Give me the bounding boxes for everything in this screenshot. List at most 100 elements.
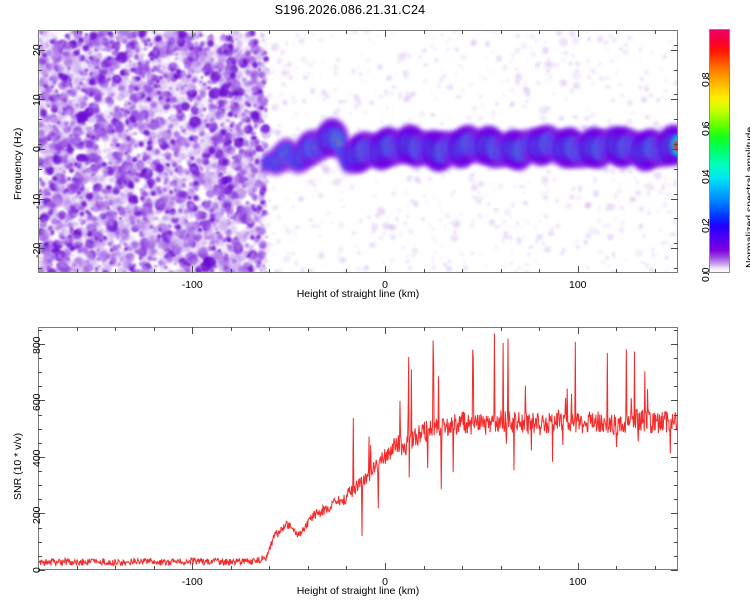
spectrogram-noise-pixel <box>123 75 127 78</box>
spectrogram-noise-pixel <box>141 122 147 128</box>
spectrogram-noise-pixel <box>87 230 94 237</box>
spectrogram-noise-pixel <box>186 132 190 136</box>
spectrogram-noise-pixel <box>162 159 165 162</box>
spectrogram-noise-pixel <box>54 35 59 40</box>
spectrogram-noise-pixel <box>201 60 205 64</box>
spectrogram-noise-pixel <box>184 137 192 145</box>
spectrogram-noise-pixel <box>194 177 198 180</box>
spectrogram-noise-pixel <box>81 59 87 65</box>
spectrogram-noise-pixel <box>85 88 91 94</box>
spectrogram-noise-pixel <box>52 207 57 211</box>
spectrogram-noise-pixel <box>112 137 119 144</box>
spectrogram-noise-pixel <box>262 264 265 267</box>
spectrogram-noise-pixel <box>170 91 174 95</box>
spectrogram-noise-pixel <box>259 268 263 272</box>
spectrogram-noise-pixel <box>164 250 168 255</box>
spectrogram-noise-pixel <box>90 206 95 211</box>
spectrogram-noise-pixel <box>132 181 137 186</box>
spectrogram-noise-pixel <box>161 40 165 44</box>
spectrogram-noise-pixel <box>129 90 134 94</box>
spectrogram-noise-pixel <box>71 82 75 86</box>
spectrogram-noise-pixel <box>259 194 264 199</box>
spectrogram-noise-pixel <box>187 211 191 216</box>
spectrogram-noise-pixel <box>130 101 136 108</box>
spectrogram-noise-pixel <box>50 75 58 83</box>
spectrogram-noise-pixel <box>163 240 175 253</box>
spectrogram-noise-pixel <box>213 250 224 260</box>
spectrogram-noise-pixel <box>166 215 175 224</box>
spectrogram-noise-pixel <box>107 31 113 37</box>
spectrogram-noise-pixel <box>242 194 246 197</box>
spectrogram-noise-pixel <box>199 141 204 146</box>
spectrogram-noise-pixel <box>214 240 218 244</box>
spectrogram-noise-pixel <box>257 243 263 249</box>
spectrogram-noise-pixel <box>260 129 271 139</box>
spectrogram-noise-pixel <box>101 213 106 218</box>
spectrogram-noise-pixel <box>245 202 249 207</box>
spectrogram-noise-pixel <box>101 92 105 96</box>
spectrogram-noise-pixel <box>186 66 192 72</box>
spectrogram-noise-pixel <box>254 67 258 71</box>
spectrogram-noise-pixel <box>253 162 257 167</box>
spectrogram-noise-pixel <box>218 231 223 236</box>
spectrogram-noise-pixel <box>252 197 257 201</box>
spectrogram-noise-pixel <box>92 55 98 60</box>
spectrogram-noise-pixel <box>244 269 249 272</box>
spectrogram-noise-pixel <box>216 48 221 53</box>
spectrogram-noise-pixel <box>233 147 237 151</box>
spectrogram-noise-pixel <box>64 161 73 170</box>
spectrogram-noise-pixel <box>82 191 86 195</box>
spectrogram-noise-pixel <box>222 170 226 175</box>
spectrogram-noise-pixel <box>62 50 73 61</box>
spectrogram-noise-pixel <box>166 163 170 167</box>
spectrogram-noise-pixel <box>67 221 74 229</box>
spectrogram-noise-pixel <box>231 226 235 230</box>
spectrogram-noise-pixel <box>176 259 179 262</box>
spectrogram-noise-pixel <box>257 60 263 66</box>
spectrogram-noise-pixel <box>96 155 101 160</box>
spectrogram-noise-pixel <box>169 87 172 90</box>
spectrogram-noise-pixel <box>204 102 209 106</box>
spectrogram-noise-pixel <box>225 207 234 216</box>
spectrogram-noise-pixel <box>168 232 175 239</box>
spectrogram-noise-pixel <box>157 135 161 138</box>
spectrogram-noise-pixel <box>182 252 186 256</box>
spectrogram-noise-pixel <box>208 253 214 260</box>
spectrogram-noise-pixel <box>196 234 203 240</box>
spectrogram-noise-pixel <box>158 209 162 212</box>
spectrogram-noise-pixel <box>206 187 210 190</box>
spectrogram-noise-pixel <box>111 186 120 195</box>
spectrogram-noise-pixel <box>252 185 258 192</box>
spectrogram-noise-pixel <box>207 168 210 171</box>
spectrogram-noise-pixel <box>246 163 249 167</box>
spectrogram-noise-pixel <box>136 154 141 158</box>
spectrogram-noise-pixel <box>100 99 103 102</box>
spectrogram-noise-pixel <box>113 61 120 69</box>
spectrogram-noise-pixel <box>177 161 181 165</box>
spectrogram-noise-pixel <box>156 177 161 182</box>
spectrogram-noise-pixel <box>157 222 168 234</box>
spectrogram-noise-pixel <box>106 164 110 167</box>
spectrogram-noise-pixel <box>51 227 55 231</box>
spectrogram-noise-pixel <box>207 92 211 96</box>
spectrogram-noise-pixel <box>236 205 243 211</box>
spectrogram-noise-pixel <box>241 256 246 261</box>
spectrogram-noise-pixel <box>39 64 41 67</box>
spectrogram-noise-pixel <box>212 254 222 265</box>
spectrogram-noise-pixel <box>200 53 204 57</box>
spectrogram-noise-pixel <box>107 76 112 81</box>
spectrogram-noise-pixel <box>172 256 175 260</box>
spectrogram-noise-pixel <box>261 141 268 149</box>
spectrogram-noise-pixel <box>64 57 74 67</box>
spectrogram-noise-pixel <box>107 95 112 100</box>
spectrogram-noise-pixel <box>163 100 167 104</box>
spectrogram-noise-pixel <box>53 238 56 241</box>
spectrogram-noise-pixel <box>238 270 242 272</box>
spectrogram-canvas <box>39 31 677 272</box>
spectrogram-noise-pixel <box>77 55 81 59</box>
spectrogram-noise-pixel <box>103 141 106 144</box>
spectrogram-noise-pixel <box>188 227 192 231</box>
spectrogram-noise-pixel <box>178 222 182 226</box>
spectrogram-noise-pixel <box>53 81 56 84</box>
